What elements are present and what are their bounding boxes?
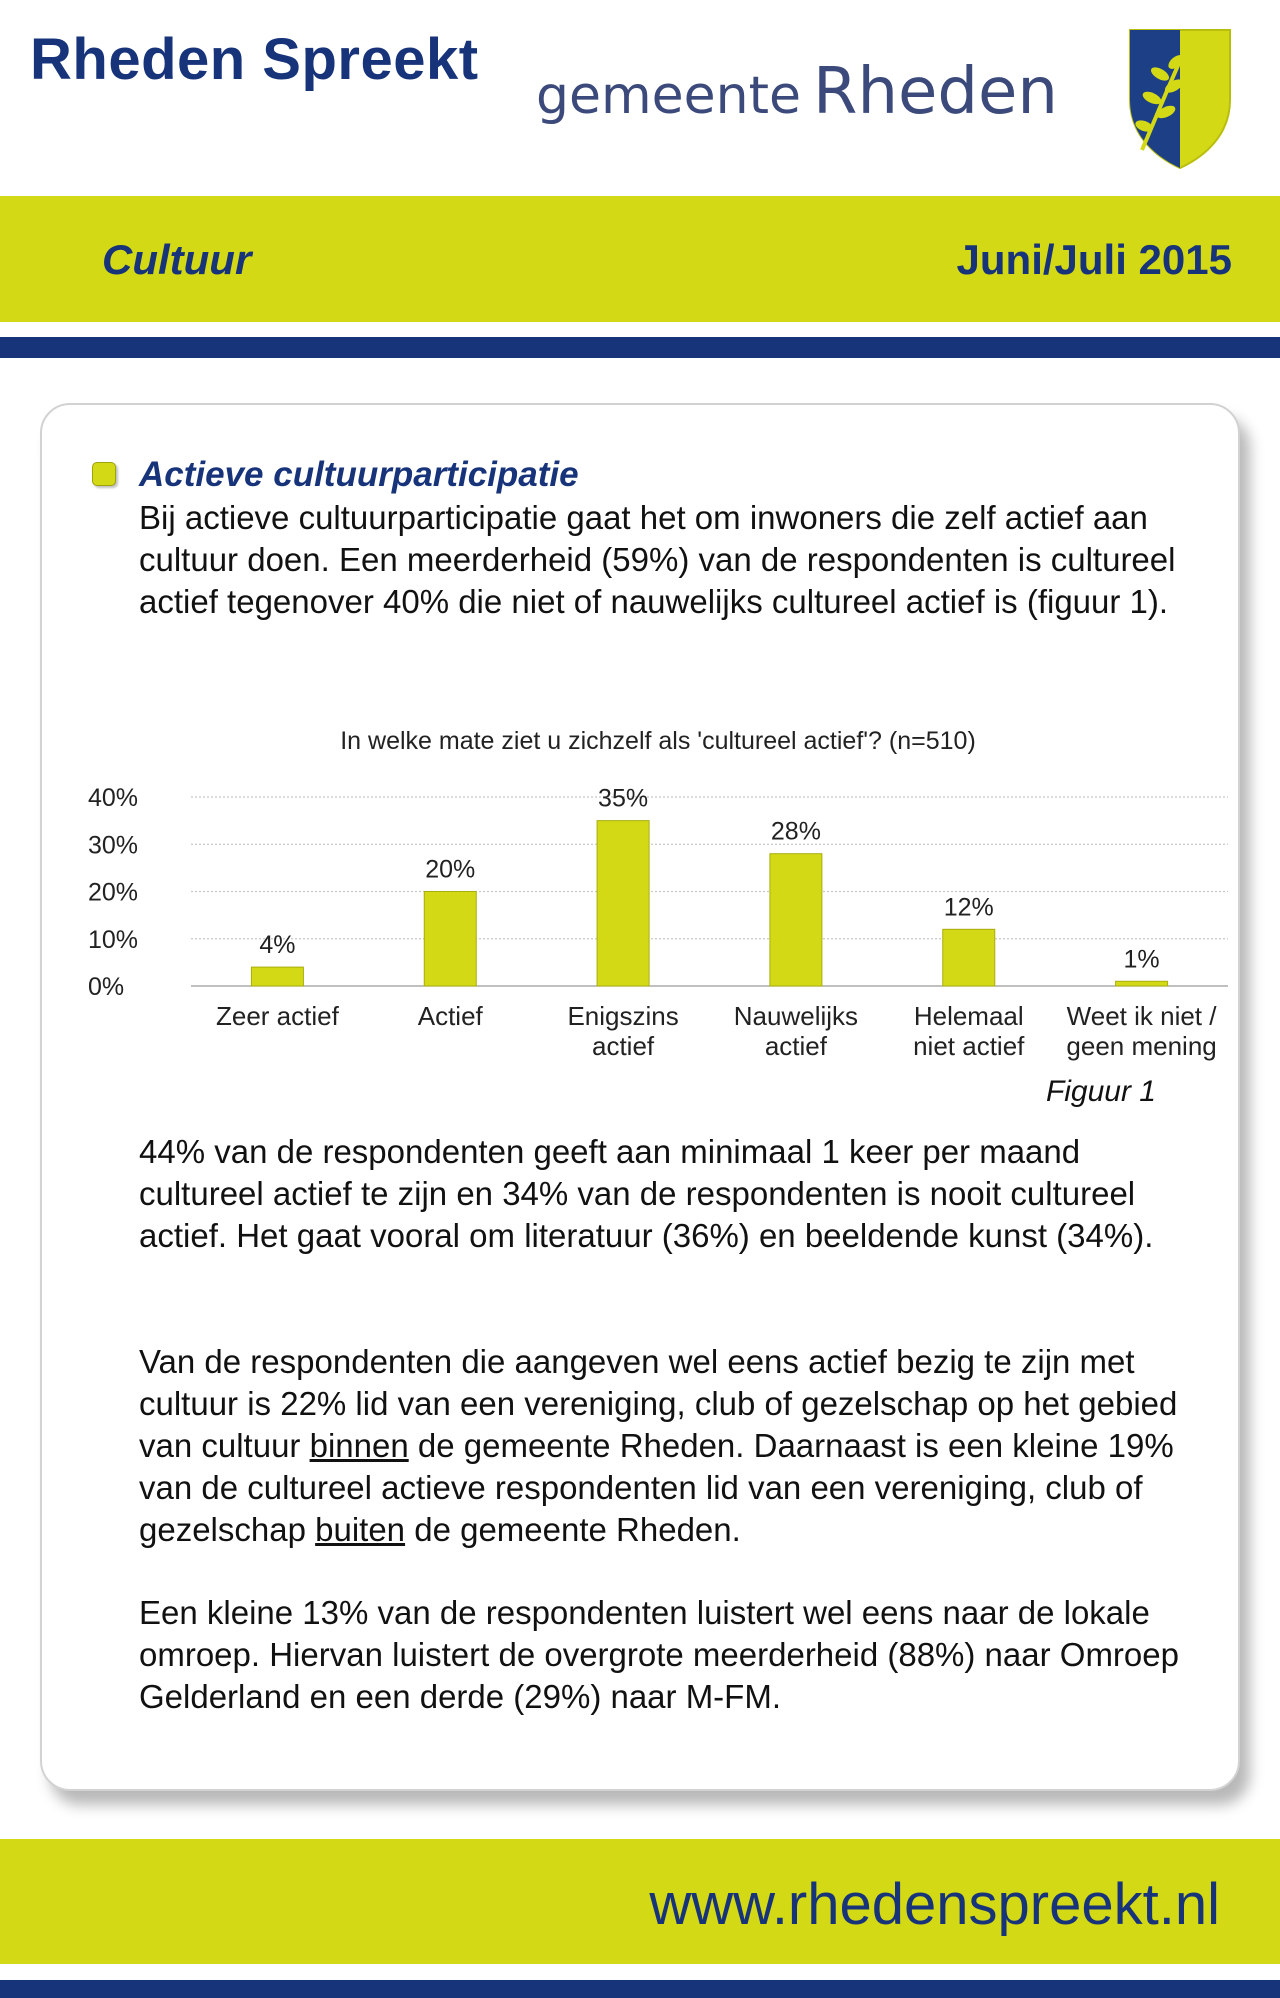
logo-word-rheden: Rheden [812, 55, 1058, 129]
topic-label: Cultuur [102, 236, 252, 283]
logo-word-gemeente: gemeente [536, 66, 801, 126]
footer-band: www.rhedenspreekt.nl [0, 1839, 1280, 1964]
category-label: niet actief [913, 1031, 1025, 1061]
category-label: Nauwelijks [734, 1001, 858, 1031]
bullet-square-icon [92, 462, 116, 486]
period-label: Juni/Juli 2015 [956, 236, 1232, 283]
data-label: 12% [944, 893, 994, 921]
topic-band: Cultuur Juni/Juli 2015 [0, 196, 1280, 322]
paragraph-radio: Een kleine 13% van de respondenten luist… [139, 1594, 1179, 1715]
bar [1115, 980, 1169, 987]
top-divider [0, 337, 1280, 358]
category-label: Zeer actief [216, 1001, 340, 1031]
chart-title: In welke mate ziet u zichzelf als 'cultu… [340, 727, 976, 755]
section-heading: Actieve cultuurparticipatie [139, 455, 579, 494]
paragraph-membership: Van de respondenten die aangeven wel een… [139, 1341, 1179, 1551]
y-tick-label: 30% [88, 831, 138, 859]
intro-paragraph: Bij actieve cultuurparticipatie gaat het… [139, 499, 1176, 620]
figure-caption: Figuur 1 [1045, 1075, 1156, 1108]
y-tick-label: 40% [88, 784, 138, 812]
y-tick-label: 20% [88, 879, 138, 907]
y-tick-label: 0% [88, 973, 124, 1001]
bar-chart: In welke mate ziet u zichzelf als 'cultu… [88, 727, 1228, 1061]
bar [596, 820, 650, 987]
emphasis-binnen: binnen [309, 1427, 409, 1464]
municipality-logo: gemeente Rheden [536, 55, 1058, 129]
emphasis-buiten: buiten [315, 1511, 406, 1548]
category-label: geen mening [1066, 1031, 1216, 1061]
data-label: 1% [1124, 945, 1160, 973]
bottom-divider [0, 1980, 1280, 1998]
category-label: Weet ik niet / [1067, 1001, 1218, 1031]
category-label: actief [765, 1031, 828, 1061]
membership-text-3: de gemeente Rheden. [405, 1511, 741, 1548]
bar [769, 853, 823, 987]
membership-text-1: Van de respondenten die aangeven wel een… [139, 1343, 1178, 1464]
bar [942, 928, 996, 987]
y-tick-label: 10% [88, 926, 138, 954]
category-label: Helemaal [914, 1001, 1024, 1031]
category-label: actief [592, 1031, 655, 1061]
bar [423, 891, 477, 987]
membership-text-2: de gemeente Rheden. Daarnaast is een kle… [139, 1427, 1174, 1548]
website-link[interactable]: www.rhedenspreekt.nl [649, 1872, 1220, 1937]
data-label: 4% [259, 931, 295, 959]
category-label: Actief [418, 1001, 484, 1031]
content-card: Actieve cultuurparticipatie Bij actieve … [40, 403, 1240, 1791]
brand-title: Rheden Spreekt [30, 27, 479, 92]
bar [250, 966, 304, 987]
data-label: 35% [598, 785, 648, 813]
data-label: 28% [771, 818, 821, 846]
paragraph-frequency: 44% van de respondenten geeft aan minima… [139, 1133, 1154, 1254]
category-label: Enigszins [567, 1001, 678, 1031]
data-label: 20% [425, 856, 475, 884]
rheden-crest-icon [1129, 29, 1231, 170]
